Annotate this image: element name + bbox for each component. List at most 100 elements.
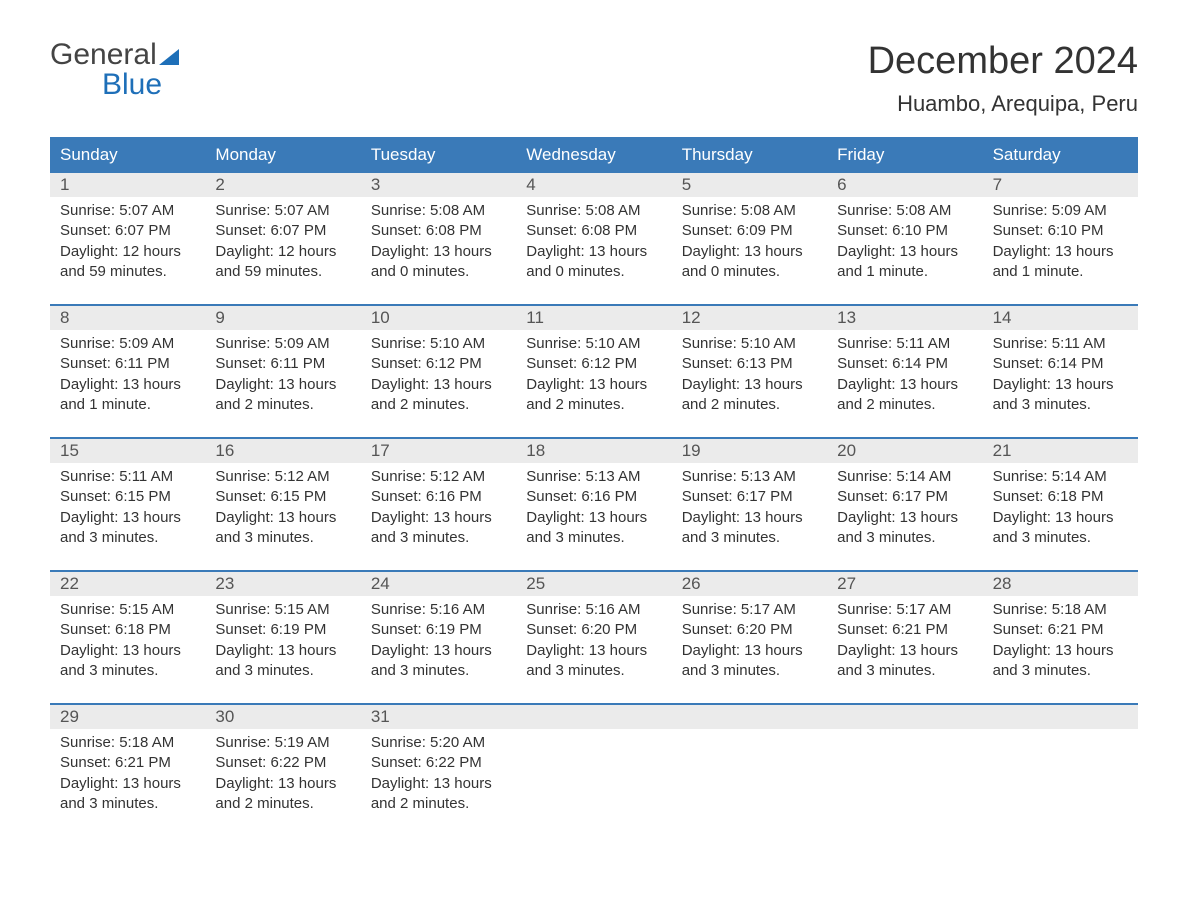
sunset-text: Sunset: 6:13 PM bbox=[682, 354, 817, 374]
day-number: 27 bbox=[827, 572, 982, 596]
sunrise-text: Sunrise: 5:14 AM bbox=[837, 467, 972, 487]
day-number: 8 bbox=[50, 306, 205, 330]
week-row: 1234567Sunrise: 5:07 AMSunset: 6:07 PMDa… bbox=[50, 173, 1138, 290]
daylight-text: Daylight: 13 hours and 3 minutes. bbox=[526, 641, 661, 682]
daylight-text: Daylight: 13 hours and 0 minutes. bbox=[526, 242, 661, 283]
sunset-text: Sunset: 6:12 PM bbox=[526, 354, 661, 374]
sunset-text: Sunset: 6:19 PM bbox=[371, 620, 506, 640]
sunset-text: Sunset: 6:15 PM bbox=[215, 487, 350, 507]
title-block: December 2024 Huambo, Arequipa, Peru bbox=[868, 40, 1138, 117]
sunset-text: Sunset: 6:14 PM bbox=[837, 354, 972, 374]
day-cell: Sunrise: 5:09 AMSunset: 6:11 PMDaylight:… bbox=[50, 330, 205, 423]
day-cell: Sunrise: 5:14 AMSunset: 6:18 PMDaylight:… bbox=[983, 463, 1138, 556]
day-number: 5 bbox=[672, 173, 827, 197]
sunrise-text: Sunrise: 5:07 AM bbox=[215, 201, 350, 221]
daylight-text: Daylight: 13 hours and 3 minutes. bbox=[215, 641, 350, 682]
sunset-text: Sunset: 6:17 PM bbox=[837, 487, 972, 507]
day-cell bbox=[827, 729, 982, 822]
day-cell: Sunrise: 5:16 AMSunset: 6:20 PMDaylight:… bbox=[516, 596, 671, 689]
day-number: 15 bbox=[50, 439, 205, 463]
day-cell: Sunrise: 5:11 AMSunset: 6:15 PMDaylight:… bbox=[50, 463, 205, 556]
daylight-text: Daylight: 13 hours and 2 minutes. bbox=[371, 774, 506, 815]
day-number: 9 bbox=[205, 306, 360, 330]
day-number: 28 bbox=[983, 572, 1138, 596]
sunrise-text: Sunrise: 5:10 AM bbox=[526, 334, 661, 354]
day-cell: Sunrise: 5:07 AMSunset: 6:07 PMDaylight:… bbox=[205, 197, 360, 290]
sunrise-text: Sunrise: 5:16 AM bbox=[371, 600, 506, 620]
month-title: December 2024 bbox=[868, 40, 1138, 83]
day-number-row: 293031 bbox=[50, 705, 1138, 729]
day-cell: Sunrise: 5:18 AMSunset: 6:21 PMDaylight:… bbox=[983, 596, 1138, 689]
day-number: 4 bbox=[516, 173, 671, 197]
sunset-text: Sunset: 6:11 PM bbox=[60, 354, 195, 374]
sunrise-text: Sunrise: 5:08 AM bbox=[526, 201, 661, 221]
sunrise-text: Sunrise: 5:17 AM bbox=[837, 600, 972, 620]
day-number: 1 bbox=[50, 173, 205, 197]
day-cell: Sunrise: 5:11 AMSunset: 6:14 PMDaylight:… bbox=[983, 330, 1138, 423]
day-header-sunday: Sunday bbox=[50, 137, 205, 173]
daylight-text: Daylight: 13 hours and 3 minutes. bbox=[526, 508, 661, 549]
sunrise-text: Sunrise: 5:09 AM bbox=[993, 201, 1128, 221]
day-number: 6 bbox=[827, 173, 982, 197]
day-cell bbox=[516, 729, 671, 822]
daylight-text: Daylight: 13 hours and 3 minutes. bbox=[60, 508, 195, 549]
sunset-text: Sunset: 6:21 PM bbox=[837, 620, 972, 640]
day-cell: Sunrise: 5:19 AMSunset: 6:22 PMDaylight:… bbox=[205, 729, 360, 822]
day-cell: Sunrise: 5:08 AMSunset: 6:08 PMDaylight:… bbox=[361, 197, 516, 290]
day-cell: Sunrise: 5:08 AMSunset: 6:09 PMDaylight:… bbox=[672, 197, 827, 290]
day-cell: Sunrise: 5:10 AMSunset: 6:13 PMDaylight:… bbox=[672, 330, 827, 423]
day-number bbox=[672, 705, 827, 729]
day-number: 21 bbox=[983, 439, 1138, 463]
sunrise-text: Sunrise: 5:20 AM bbox=[371, 733, 506, 753]
location: Huambo, Arequipa, Peru bbox=[868, 91, 1138, 117]
sunset-text: Sunset: 6:15 PM bbox=[60, 487, 195, 507]
day-cell: Sunrise: 5:10 AMSunset: 6:12 PMDaylight:… bbox=[516, 330, 671, 423]
sunrise-text: Sunrise: 5:18 AM bbox=[993, 600, 1128, 620]
day-cell: Sunrise: 5:16 AMSunset: 6:19 PMDaylight:… bbox=[361, 596, 516, 689]
day-cell: Sunrise: 5:17 AMSunset: 6:21 PMDaylight:… bbox=[827, 596, 982, 689]
daylight-text: Daylight: 13 hours and 2 minutes. bbox=[526, 375, 661, 416]
sunset-text: Sunset: 6:22 PM bbox=[371, 753, 506, 773]
logo-general-text: General bbox=[50, 40, 179, 70]
sunset-text: Sunset: 6:16 PM bbox=[371, 487, 506, 507]
daylight-text: Daylight: 13 hours and 3 minutes. bbox=[837, 508, 972, 549]
day-number: 2 bbox=[205, 173, 360, 197]
sunset-text: Sunset: 6:17 PM bbox=[682, 487, 817, 507]
day-number: 19 bbox=[672, 439, 827, 463]
day-number: 20 bbox=[827, 439, 982, 463]
daylight-text: Daylight: 13 hours and 0 minutes. bbox=[371, 242, 506, 283]
day-number: 25 bbox=[516, 572, 671, 596]
sunrise-text: Sunrise: 5:10 AM bbox=[371, 334, 506, 354]
sunrise-text: Sunrise: 5:15 AM bbox=[215, 600, 350, 620]
day-header-tuesday: Tuesday bbox=[361, 137, 516, 173]
day-number: 26 bbox=[672, 572, 827, 596]
day-number: 3 bbox=[361, 173, 516, 197]
sunrise-text: Sunrise: 5:11 AM bbox=[837, 334, 972, 354]
daylight-text: Daylight: 13 hours and 3 minutes. bbox=[371, 641, 506, 682]
day-cell: Sunrise: 5:09 AMSunset: 6:11 PMDaylight:… bbox=[205, 330, 360, 423]
day-number-row: 891011121314 bbox=[50, 306, 1138, 330]
day-cell: Sunrise: 5:12 AMSunset: 6:15 PMDaylight:… bbox=[205, 463, 360, 556]
sunrise-text: Sunrise: 5:19 AM bbox=[215, 733, 350, 753]
day-number: 11 bbox=[516, 306, 671, 330]
day-cell: Sunrise: 5:12 AMSunset: 6:16 PMDaylight:… bbox=[361, 463, 516, 556]
logo: General Blue bbox=[50, 40, 179, 100]
daylight-text: Daylight: 13 hours and 3 minutes. bbox=[993, 375, 1128, 416]
daylight-text: Daylight: 13 hours and 2 minutes. bbox=[371, 375, 506, 416]
day-number: 13 bbox=[827, 306, 982, 330]
daylight-text: Daylight: 13 hours and 3 minutes. bbox=[60, 641, 195, 682]
daylight-text: Daylight: 13 hours and 3 minutes. bbox=[371, 508, 506, 549]
week-row: 891011121314Sunrise: 5:09 AMSunset: 6:11… bbox=[50, 304, 1138, 423]
sunset-text: Sunset: 6:10 PM bbox=[837, 221, 972, 241]
daylight-text: Daylight: 13 hours and 3 minutes. bbox=[993, 508, 1128, 549]
sunrise-text: Sunrise: 5:12 AM bbox=[215, 467, 350, 487]
day-cell: Sunrise: 5:09 AMSunset: 6:10 PMDaylight:… bbox=[983, 197, 1138, 290]
calendar: Sunday Monday Tuesday Wednesday Thursday… bbox=[50, 137, 1138, 822]
daylight-text: Daylight: 13 hours and 1 minute. bbox=[60, 375, 195, 416]
day-cell: Sunrise: 5:15 AMSunset: 6:18 PMDaylight:… bbox=[50, 596, 205, 689]
day-cell: Sunrise: 5:11 AMSunset: 6:14 PMDaylight:… bbox=[827, 330, 982, 423]
sunrise-text: Sunrise: 5:11 AM bbox=[993, 334, 1128, 354]
daylight-text: Daylight: 13 hours and 3 minutes. bbox=[215, 508, 350, 549]
sunset-text: Sunset: 6:20 PM bbox=[526, 620, 661, 640]
sunset-text: Sunset: 6:08 PM bbox=[371, 221, 506, 241]
